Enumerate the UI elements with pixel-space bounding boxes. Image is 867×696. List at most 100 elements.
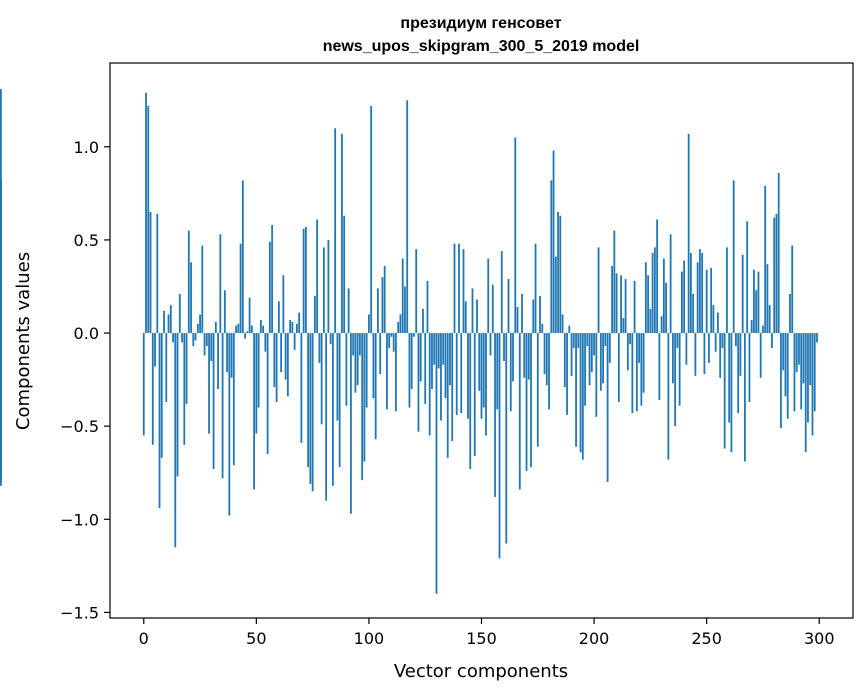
bar-3 [149,211,152,334]
bar-221 [640,333,643,406]
bar-187 [563,333,566,388]
bar-154 [489,333,492,356]
bar-247 [699,249,701,334]
bar-253 [712,305,715,334]
bar-10 [165,333,168,402]
bar-146 [471,288,474,334]
bar-43 [239,243,242,334]
bar-193 [577,333,580,348]
bar-296 [809,333,812,386]
bar-87 [338,333,341,468]
bar-119 [410,333,413,389]
bar-168 [521,293,523,334]
bar-255 [717,312,719,334]
bar-241 [685,333,688,365]
bar-undefined [0,333,2,483]
bar-277 [766,264,769,334]
bar-26 [201,245,204,334]
bar-172 [530,333,532,468]
bar-6 [156,213,159,334]
bar-281 [775,213,778,334]
bar-97 [361,333,364,481]
bar-14 [174,333,177,548]
bar-20 [187,230,190,334]
bar-243 [689,252,692,334]
bar-286 [786,333,789,419]
bar-265 [739,333,742,376]
bar-185 [559,215,562,334]
bar-92 [350,333,352,514]
bar-257 [721,333,724,348]
bar-8 [160,333,163,458]
bar-282 [777,172,780,334]
bar-53 [262,325,264,334]
bar-165 [514,137,517,334]
bar-76 [313,295,316,334]
bar-133 [442,333,445,365]
bar-68 [295,323,298,334]
bar-140 [458,243,460,334]
bar-200 [593,333,595,356]
bar-130 [435,333,438,594]
bar-134 [444,333,447,399]
bar-63 [284,333,287,380]
x-tick-label: 200 [579,629,610,648]
bar-297 [811,333,814,436]
bar-203 [599,333,602,391]
bar-159 [500,251,503,334]
bar-209 [613,230,616,334]
bar-12 [169,305,172,334]
bar-259 [726,247,728,334]
bar-271 [753,269,755,334]
bar-54 [264,333,267,352]
bar-182 [552,150,555,334]
bar-161 [505,333,508,544]
y-axis-label: Components values [13,252,34,430]
bar-73 [307,333,310,468]
bar-198 [588,333,591,386]
bar-269 [748,333,751,402]
bar-32 [214,321,217,334]
bar-72 [304,226,307,334]
bar-102 [372,333,375,399]
bar-147 [473,333,476,456]
bar-220 [638,333,641,363]
bar-287 [789,293,791,334]
bar-84 [332,333,334,486]
bar-69 [298,312,301,334]
bar-267 [744,333,746,462]
bar-227 [653,247,656,334]
bar-153 [487,258,490,334]
bar-62 [282,275,285,334]
bar-28 [205,333,208,347]
bar-176 [539,295,541,334]
bar-245 [694,333,697,376]
bar-104 [377,288,379,334]
bar-138 [453,243,456,334]
bar-71 [302,228,305,334]
bar-178 [543,333,546,375]
bar-136 [449,333,451,386]
bar-279 [771,333,773,348]
bar-15 [176,333,179,477]
bar-162 [507,279,510,334]
bar-42 [237,323,240,334]
bar-148 [476,299,478,334]
bar-17 [181,333,183,343]
bar-226 [651,252,654,334]
bar-230 [660,316,663,334]
bar-293 [802,333,805,384]
bar-285 [784,333,787,397]
bar-74 [309,333,312,484]
bar-283 [780,333,782,429]
bar-177 [541,323,544,334]
bar-31 [212,333,215,470]
bar-127 [428,333,431,436]
bar-57 [271,225,274,334]
bar-192 [575,333,577,447]
x-axis-label: Vector components [394,661,568,682]
bar-35 [221,333,224,479]
bar-85 [334,128,337,334]
bar-141 [460,333,463,414]
